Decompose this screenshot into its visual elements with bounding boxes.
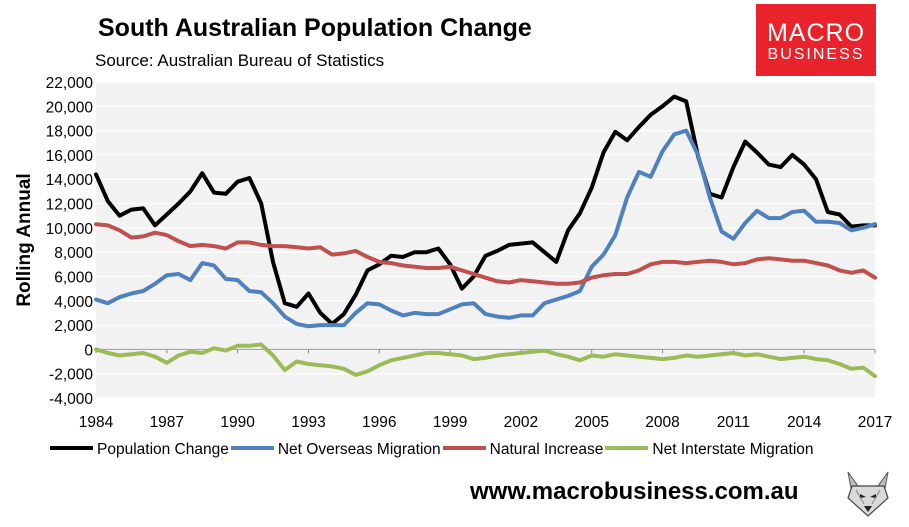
y-tick-label: 18,000: [46, 124, 94, 141]
y-tick-label: 8,000: [54, 245, 93, 262]
y-tick-label: 16,000: [46, 148, 94, 165]
y-tick-label: -2,000: [49, 367, 93, 384]
x-tick-label: 1993: [291, 414, 325, 431]
fox-mascot-icon: [842, 470, 894, 518]
macrobusiness-logo: MACRO BUSINESS: [756, 4, 876, 76]
y-tick-label: 12,000: [46, 197, 94, 214]
y-tick-label: 2,000: [54, 318, 93, 335]
x-tick-label: 1990: [220, 414, 255, 431]
y-axis-label: Rolling Annual: [14, 173, 35, 306]
legend-label: Net Interstate Migration: [652, 441, 814, 458]
x-tick-label: 2002: [504, 414, 538, 431]
website-url: www.macrobusiness.com.au: [470, 478, 799, 505]
y-tick-label: 4,000: [54, 294, 93, 311]
y-tick-label: 14,000: [46, 172, 94, 189]
legend-item: Net Interstate Migration: [605, 441, 814, 459]
y-tick-label: 22,000: [46, 75, 94, 92]
logo-line-2: BUSINESS: [767, 46, 865, 63]
y-tick-label: 0: [84, 342, 93, 359]
legend-item: Natural Increase: [442, 441, 604, 459]
legend-swatch: [605, 446, 649, 451]
x-tick-label: 2017: [858, 414, 892, 431]
x-tick-label: 1984: [79, 414, 114, 431]
x-tick-label: 2011: [717, 414, 750, 431]
legend-label: Net Overseas Migration: [277, 441, 441, 458]
series-line-1: [94, 128, 877, 329]
x-tick-label: 2008: [645, 414, 679, 431]
x-tick-label: 1987: [150, 414, 184, 431]
y-tick-label: 6,000: [54, 269, 93, 286]
chart-legend: Population Change Net Overseas Migration N…: [50, 441, 816, 463]
legend-item: Net Overseas Migration: [230, 441, 441, 459]
x-tick-label: 1999: [433, 414, 467, 431]
chart-subtitle: Source: Australian Bureau of Statistics: [95, 51, 385, 70]
legend-label: Natural Increase: [489, 441, 604, 458]
chart-title: South Australian Population Change: [98, 14, 532, 42]
series-line-3: [94, 342, 877, 379]
x-tick-label: 2005: [574, 414, 608, 431]
y-tick-label: 10,000: [46, 221, 94, 238]
legend-swatch: [50, 446, 93, 451]
legend-swatch: [442, 446, 486, 451]
plot-area: [96, 82, 875, 398]
x-tick-label: 1996: [362, 414, 396, 431]
legend-label: Population Change: [97, 441, 229, 458]
series-line-2: [94, 222, 877, 286]
series-line-0: [94, 94, 877, 326]
logo-line-1: MACRO: [766, 19, 866, 47]
legend-swatch: [230, 446, 274, 451]
y-tick-label: -4,000: [49, 391, 93, 408]
x-tick-label: 2014: [787, 414, 822, 431]
legend-item: Population Change: [50, 441, 229, 459]
y-tick-label: 20,000: [46, 99, 94, 116]
